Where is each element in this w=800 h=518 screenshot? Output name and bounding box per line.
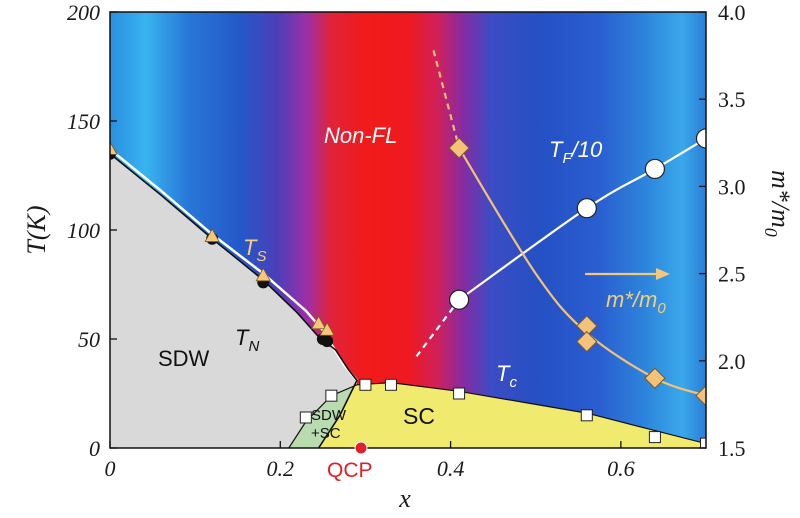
x-tick-label-0: 0: [105, 456, 116, 481]
x-tick-label-1: 0.2: [267, 456, 295, 481]
ts-label: TS: [243, 235, 266, 265]
marker-m-m-0-4: [695, 384, 706, 407]
y2-tick-label-5: 4.0: [718, 0, 746, 25]
y-tick-label-1: 50: [78, 327, 100, 352]
marker-t-s-3: [310, 315, 327, 330]
tn-label: TN: [235, 325, 259, 355]
axis-ticks: 0 0.2 0.4 0.6 0 50 100 150 200 1.5 2.0 2.5 3.0 3.5 4.0: [67, 0, 746, 481]
sc-region: [318, 380, 706, 448]
nonfl-label: Non-FL: [324, 123, 397, 148]
marker-t-f-10-1: [576, 198, 597, 219]
tf-curve-extrapolation: [415, 299, 460, 358]
y-axis-title: T(K): [22, 205, 51, 254]
qcp-marker: [354, 441, 368, 455]
marker-t-c-4: [453, 387, 466, 400]
x-tick-label-2: 0.4: [437, 456, 465, 481]
marker-t-c-2: [359, 378, 372, 391]
marker-t-f-10-2: [644, 158, 666, 180]
marker-t-s-4: [319, 322, 335, 336]
tc-boundary-line: [288, 381, 706, 448]
qcp-label: QCP: [327, 459, 373, 482]
ts-boundary-line: [110, 148, 358, 382]
tf-label: TF/10: [549, 137, 603, 167]
marker-m-m-0-2: [576, 330, 598, 353]
sdw-region: [110, 153, 357, 448]
y-tick-label-4: 200: [67, 0, 100, 25]
marker-t-s-1: [204, 228, 220, 242]
data-markers: [110, 128, 706, 448]
marker-t-s-0: [110, 141, 118, 155]
mass-label: m*/m0: [606, 287, 666, 317]
x-tick-label-3: 0.6: [607, 456, 635, 481]
marker-t-c-5: [580, 409, 593, 422]
y-tick-label-2: 100: [67, 218, 100, 243]
marker-t-c-6: [648, 431, 661, 444]
marker-m-m-0-3: [644, 367, 666, 389]
x-axis-title: x: [398, 484, 411, 513]
tc-label: Tc: [496, 361, 517, 391]
marker-t-c-7: [700, 437, 706, 448]
y2-tick-label-2: 2.5: [718, 262, 746, 287]
sdw-sc-label-line2: +SC: [311, 425, 341, 442]
marker-t-c-3: [384, 378, 397, 391]
y2-tick-label-4: 3.5: [718, 87, 746, 112]
marker-t-f-10-3: [695, 128, 706, 149]
marker-t-c-1: [325, 389, 338, 402]
mass-curve-extrapolation: [432, 50, 461, 149]
marker-t-c-0: [299, 411, 312, 424]
sdw-sc-label-line1: SDW: [311, 407, 347, 424]
y2-axis-title: m*/m0: [761, 170, 795, 237]
sdw-sc-region: [288, 380, 357, 448]
tf-curve: [458, 137, 706, 301]
marker-t-s-2: [255, 267, 271, 282]
mass-arrow-head: [656, 268, 670, 280]
y2-tick-label-0: 1.5: [718, 436, 746, 461]
sc-label: SC: [403, 403, 435, 429]
marker-t-f-10-0: [448, 289, 470, 310]
y-tick-label-3: 150: [67, 109, 100, 134]
y2-tick-label-3: 3.0: [718, 174, 746, 199]
marker-t-n-4: [321, 335, 334, 348]
marker-m-m-0-0: [448, 137, 470, 159]
sdw-label: SDW: [158, 346, 210, 371]
y-tick-label-0: 0: [89, 436, 100, 461]
y2-tick-label-1: 2.0: [718, 349, 746, 374]
